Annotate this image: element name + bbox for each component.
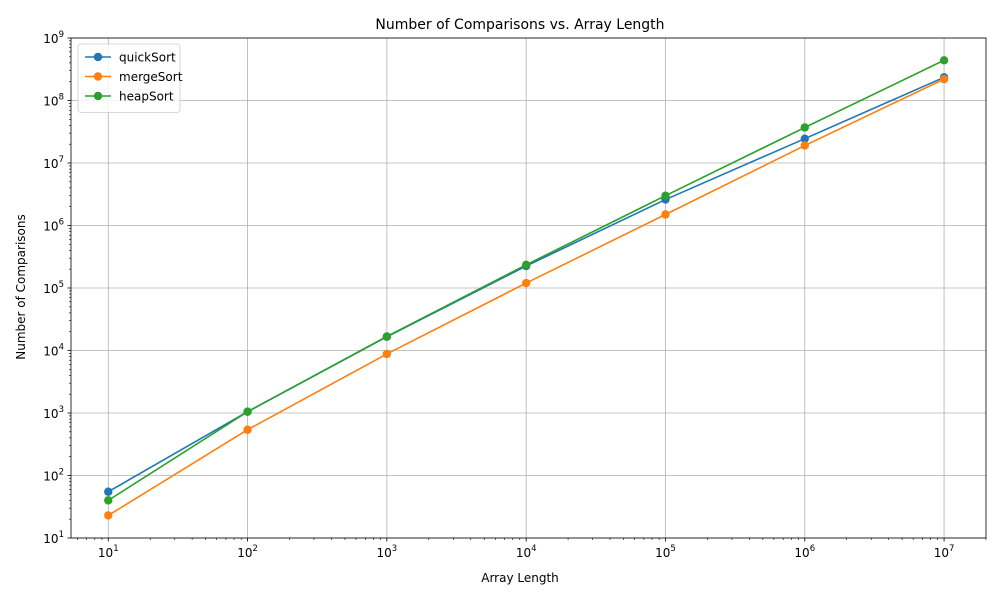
legend-swatch-marker [93, 72, 103, 81]
series-heapSort [104, 56, 949, 505]
y-tick-label: 106 [43, 218, 64, 234]
legend-item-heapSort: heapSort [85, 90, 174, 104]
x-axis-label: Array Length [481, 571, 559, 585]
y-tick-label: 104 [43, 343, 64, 359]
legend: quickSort mergeSort heapSort [77, 43, 183, 113]
data-point-heapSort [104, 496, 113, 505]
legend-swatch-marker [93, 91, 103, 101]
plot-frame [70, 37, 987, 539]
data-point-mergeSort [939, 74, 949, 84]
data-point-heapSort [939, 56, 949, 65]
data-point-quickSort [104, 487, 113, 496]
y-tick-label: 103 [43, 405, 64, 421]
data-point-heapSort [661, 191, 670, 200]
data-point-mergeSort [243, 425, 252, 434]
x-tick-label: 105 [655, 544, 676, 560]
data-point-mergeSort [521, 278, 531, 288]
legend-label: heapSort [119, 90, 174, 104]
data-point-heapSort [521, 260, 531, 270]
x-tick-label: 102 [237, 544, 258, 560]
data-point-mergeSort [382, 349, 392, 359]
y-tick-label: 109 [43, 30, 64, 46]
data-point-heapSort [800, 123, 809, 132]
y-tick-label: 107 [43, 155, 64, 171]
y-axis-label: Number of Comparisons [14, 214, 28, 360]
data-point-mergeSort [661, 210, 670, 219]
x-tick-label: 103 [377, 544, 398, 560]
legend-item-mergeSort: mergeSort [85, 70, 183, 84]
data-point-quickSort [800, 134, 809, 143]
series-mergeSort [104, 74, 949, 520]
axes: 101 102 103 104 105 106 107 101 102 103 104 105 106 1… [43, 30, 987, 560]
data-point-mergeSort [104, 511, 113, 520]
data-point-heapSort [243, 407, 252, 416]
y-tick-label: 102 [43, 468, 64, 484]
data-point-heapSort [382, 332, 392, 341]
series-group [104, 56, 949, 520]
chart-title: Number of Comparisons vs. Array Length [375, 17, 664, 33]
x-tick-label: 106 [794, 544, 815, 560]
x-tick-label: 104 [516, 544, 537, 560]
y-tick-label: 105 [43, 280, 64, 296]
legend-swatch-marker [93, 52, 103, 62]
grid [71, 37, 986, 539]
y-tick-label: 101 [43, 530, 64, 546]
legend-label: mergeSort [119, 70, 183, 84]
x-tick-label: 107 [934, 544, 955, 560]
data-point-mergeSort [800, 141, 809, 150]
legend-label: quickSort [119, 51, 176, 65]
legend-item-quickSort: quickSort [85, 51, 176, 65]
x-tick-label: 101 [98, 544, 119, 560]
y-tick-label: 108 [43, 93, 64, 109]
